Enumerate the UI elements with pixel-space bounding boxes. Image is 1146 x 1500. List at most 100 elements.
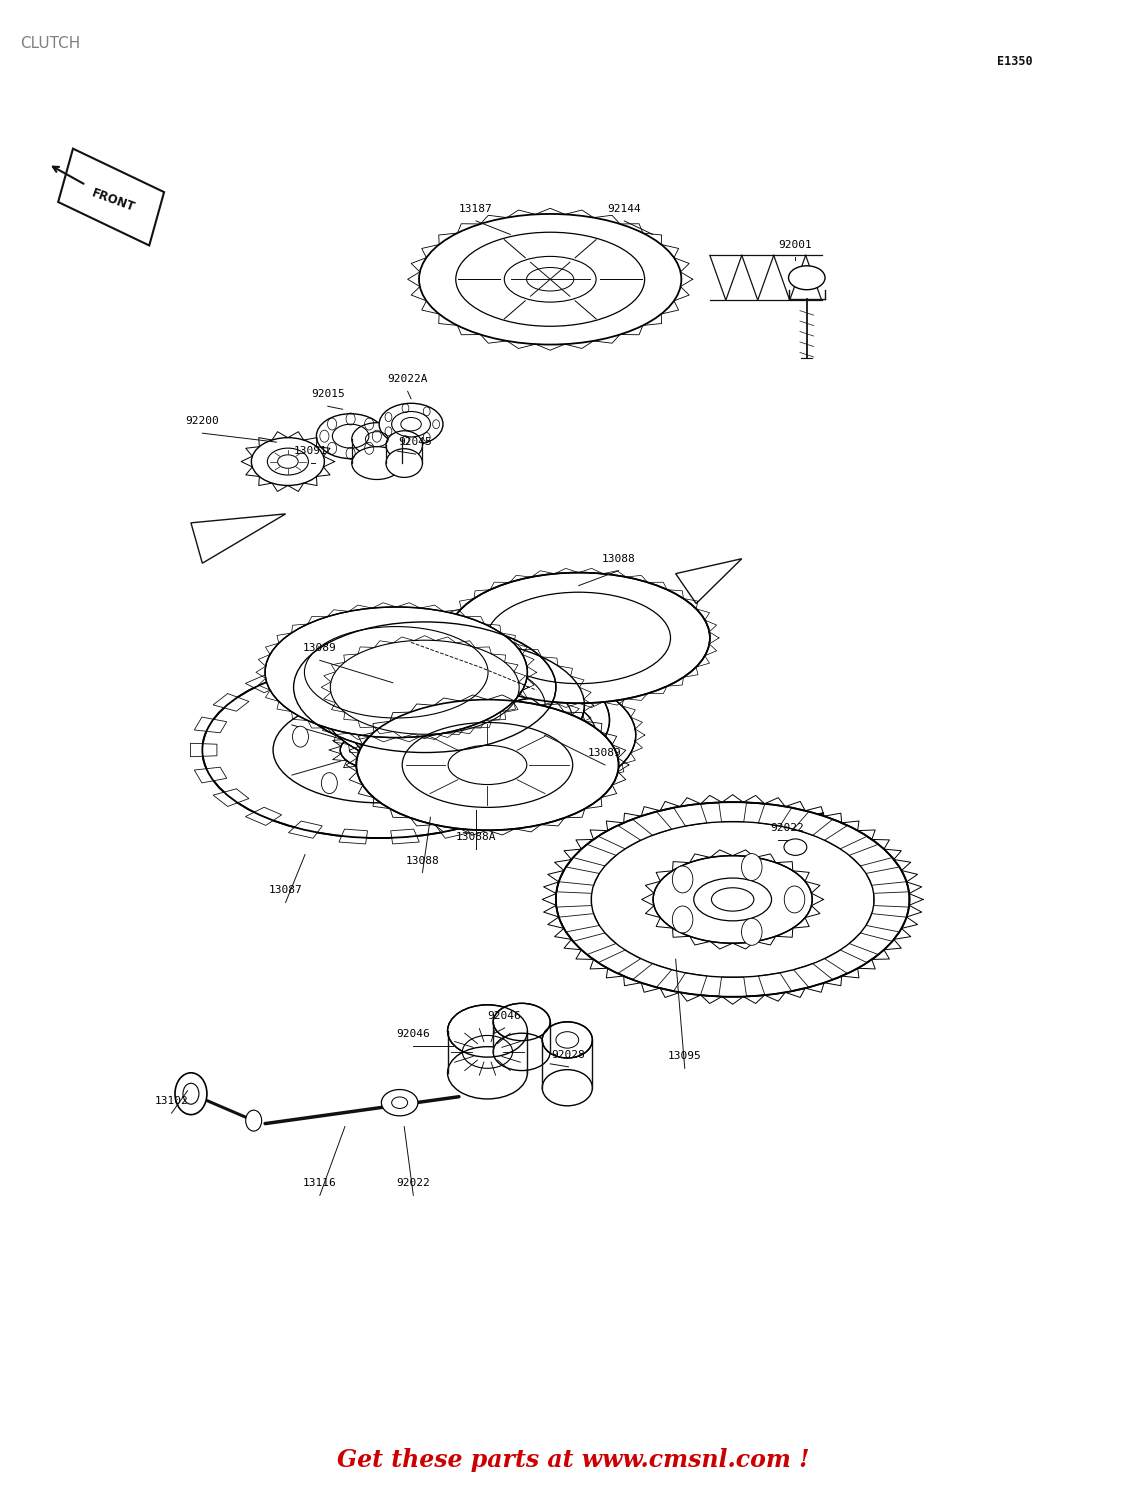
Text: FRONT: FRONT	[89, 186, 136, 214]
Polygon shape	[759, 974, 792, 994]
Text: E1350: E1350	[997, 56, 1033, 68]
Ellipse shape	[788, 266, 825, 290]
Ellipse shape	[419, 214, 682, 345]
Ellipse shape	[493, 1034, 550, 1071]
Ellipse shape	[556, 802, 910, 996]
Polygon shape	[190, 744, 217, 756]
Polygon shape	[191, 514, 285, 562]
Ellipse shape	[352, 447, 402, 480]
Ellipse shape	[374, 669, 636, 801]
Circle shape	[245, 1110, 261, 1131]
Text: 92045: 92045	[399, 436, 432, 447]
Polygon shape	[557, 892, 591, 908]
Polygon shape	[873, 892, 909, 908]
Text: 13087: 13087	[268, 885, 303, 896]
Circle shape	[741, 918, 762, 945]
Text: 13095: 13095	[668, 1052, 701, 1062]
Text: 13089: 13089	[303, 644, 337, 654]
Polygon shape	[559, 914, 599, 932]
Text: 92028: 92028	[551, 1050, 586, 1060]
Ellipse shape	[322, 640, 584, 771]
Polygon shape	[866, 867, 906, 885]
Polygon shape	[559, 867, 599, 885]
Polygon shape	[849, 844, 893, 865]
Circle shape	[419, 774, 435, 795]
Ellipse shape	[542, 1022, 592, 1058]
Ellipse shape	[653, 855, 813, 944]
Polygon shape	[289, 662, 322, 680]
Text: 92046: 92046	[488, 1011, 521, 1022]
Text: Get these parts at www.cmsnl.com !: Get these parts at www.cmsnl.com !	[337, 1448, 809, 1472]
Polygon shape	[849, 933, 893, 954]
Circle shape	[372, 698, 388, 718]
Polygon shape	[509, 789, 545, 807]
Polygon shape	[213, 789, 249, 807]
Ellipse shape	[386, 430, 423, 459]
Polygon shape	[58, 148, 164, 246]
Polygon shape	[477, 675, 513, 693]
Ellipse shape	[386, 448, 423, 477]
Text: 92001: 92001	[778, 240, 813, 250]
Polygon shape	[598, 950, 641, 974]
Text: 13091: 13091	[293, 446, 328, 456]
Ellipse shape	[382, 1089, 418, 1116]
Polygon shape	[509, 693, 545, 711]
Polygon shape	[391, 830, 419, 844]
Text: 92200: 92200	[186, 416, 219, 426]
Ellipse shape	[340, 730, 418, 770]
Polygon shape	[477, 807, 513, 825]
Text: 13187: 13187	[460, 204, 493, 214]
Text: 92022: 92022	[770, 822, 804, 833]
Polygon shape	[633, 812, 672, 836]
Polygon shape	[245, 807, 282, 825]
Polygon shape	[435, 821, 470, 839]
Text: 13088A: 13088A	[456, 831, 496, 842]
Polygon shape	[339, 656, 368, 670]
Polygon shape	[759, 804, 792, 826]
Text: 92022A: 92022A	[387, 375, 427, 384]
Polygon shape	[532, 717, 564, 734]
Ellipse shape	[347, 656, 610, 786]
Ellipse shape	[316, 414, 385, 459]
Ellipse shape	[265, 608, 527, 738]
Polygon shape	[824, 950, 868, 974]
Polygon shape	[824, 825, 868, 849]
Text: 13102: 13102	[155, 1096, 188, 1106]
Text: CMS: CMS	[346, 636, 618, 744]
Polygon shape	[573, 933, 617, 954]
Ellipse shape	[493, 1004, 550, 1041]
Polygon shape	[633, 963, 672, 987]
Ellipse shape	[448, 1047, 527, 1100]
Polygon shape	[195, 766, 227, 783]
Circle shape	[784, 886, 804, 914]
Text: 13116: 13116	[303, 1179, 337, 1188]
Polygon shape	[793, 812, 833, 836]
Polygon shape	[719, 976, 746, 996]
Polygon shape	[339, 830, 368, 844]
Polygon shape	[289, 821, 322, 839]
Circle shape	[673, 906, 693, 933]
Polygon shape	[719, 802, 746, 822]
Text: 13088: 13088	[602, 554, 636, 564]
Text: CLUTCH: CLUTCH	[19, 36, 80, 51]
Text: 92022: 92022	[397, 1179, 430, 1188]
Ellipse shape	[379, 404, 444, 445]
Text: 92015: 92015	[311, 390, 345, 399]
Ellipse shape	[448, 573, 709, 704]
Circle shape	[175, 1072, 207, 1114]
Ellipse shape	[203, 662, 556, 839]
Text: 92046: 92046	[397, 1029, 430, 1039]
Polygon shape	[676, 558, 741, 603]
Ellipse shape	[770, 830, 821, 866]
Polygon shape	[435, 662, 470, 680]
Polygon shape	[195, 717, 227, 734]
Text: 13088: 13088	[406, 855, 439, 865]
Polygon shape	[541, 744, 567, 756]
Ellipse shape	[448, 1005, 527, 1058]
Ellipse shape	[356, 699, 619, 831]
Text: CMSNL.COM: CMSNL.COM	[399, 780, 587, 810]
Text: 13089: 13089	[588, 748, 622, 758]
Polygon shape	[573, 844, 617, 865]
Text: 92144: 92144	[607, 204, 642, 214]
Polygon shape	[391, 656, 419, 670]
